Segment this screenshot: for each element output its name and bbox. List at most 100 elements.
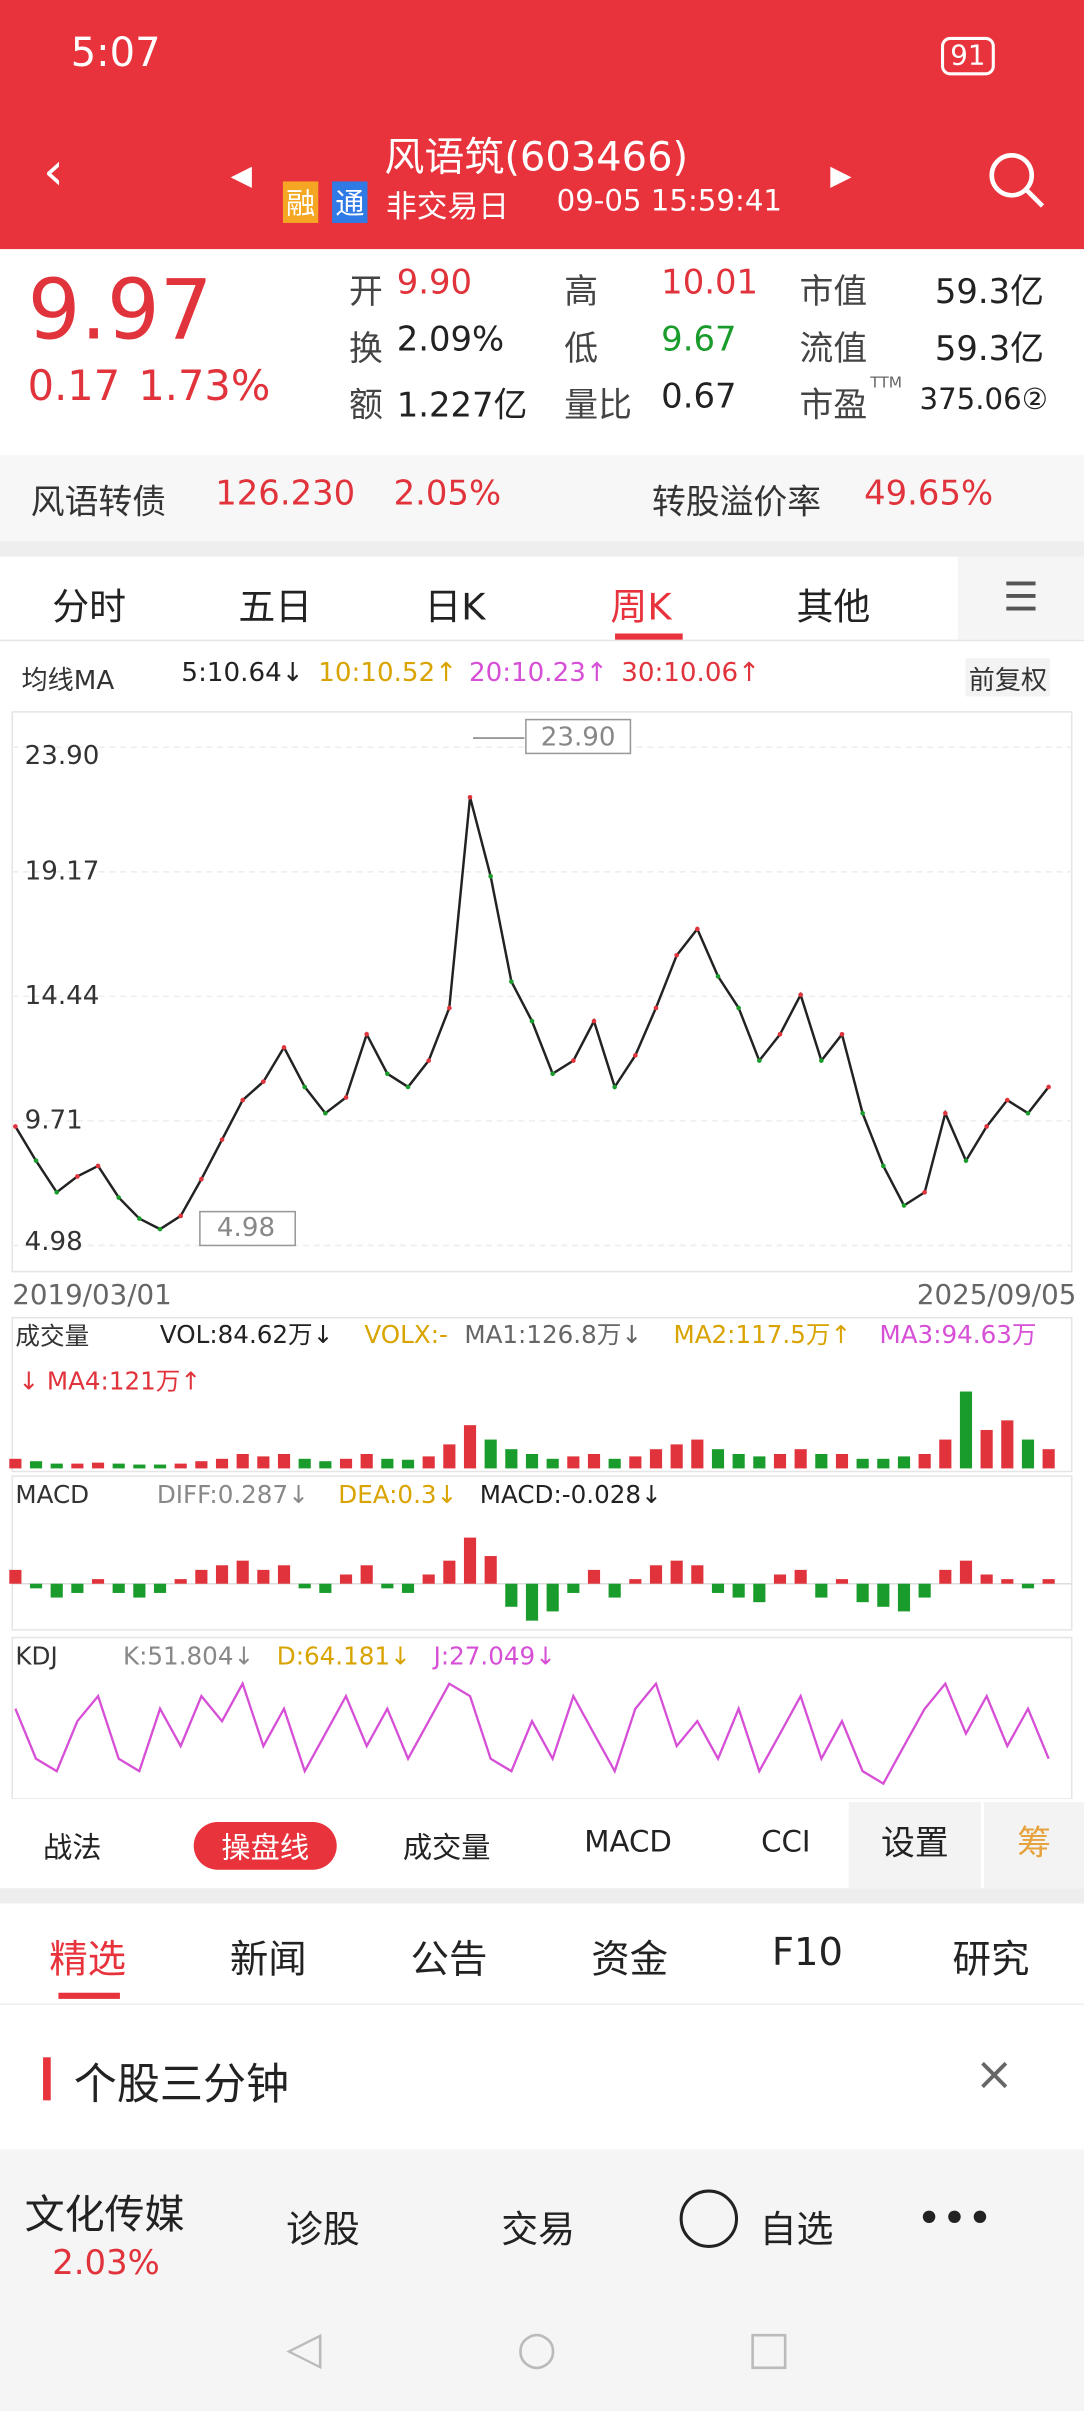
macd-bar bbox=[463, 1537, 477, 1584]
bond-name[interactable]: 风语转债 bbox=[30, 484, 167, 523]
close[interactable]: × bbox=[974, 2048, 1014, 2102]
max-box bbox=[525, 718, 632, 755]
y-tick-label: 19.17 bbox=[25, 856, 100, 886]
volume-bar bbox=[339, 1458, 353, 1469]
ma-right[interactable]: 前复权 bbox=[965, 658, 1051, 697]
next[interactable]: ▶ bbox=[830, 159, 852, 193]
price-point bbox=[736, 1005, 741, 1011]
price-point bbox=[405, 1084, 411, 1090]
macd-bar bbox=[215, 1565, 229, 1584]
x-start: 2019/03/01 bbox=[12, 1278, 171, 1311]
bottom-item[interactable]: 诊股 bbox=[285, 2207, 360, 2252]
news-tab[interactable]: 公告 bbox=[410, 1937, 488, 1982]
macd-bar bbox=[29, 1583, 43, 1589]
nav-home[interactable]: ○ bbox=[516, 2321, 557, 2376]
price-point bbox=[219, 1137, 225, 1142]
volume-bar bbox=[856, 1458, 869, 1469]
price-point bbox=[1005, 1097, 1010, 1103]
volume-item: VOLX:- bbox=[364, 1320, 447, 1349]
macd-bar bbox=[629, 1579, 642, 1584]
min-label: 4.98 bbox=[217, 1213, 275, 1243]
back[interactable]: ‹ bbox=[43, 141, 64, 203]
toolbar-item[interactable]: 操盘线 bbox=[193, 1822, 337, 1870]
volume-bar bbox=[939, 1439, 952, 1469]
field-value: 9.90 bbox=[396, 264, 473, 303]
volume-bar bbox=[50, 1463, 63, 1469]
volume-bar bbox=[91, 1462, 105, 1469]
sector[interactable]: 文化传媒 bbox=[24, 2192, 185, 2239]
ma-item: 30:10.06↑ bbox=[621, 658, 761, 689]
tab-menu[interactable]: ☰ bbox=[957, 556, 1084, 640]
macd-item: MACD:-0.028↓ bbox=[480, 1480, 662, 1509]
prev[interactable]: ◀ bbox=[230, 159, 252, 193]
tag: 通 bbox=[332, 181, 368, 223]
volume-bar bbox=[897, 1456, 911, 1469]
tab[interactable]: 其他 bbox=[796, 585, 871, 629]
toolbar-item[interactable]: 筹 bbox=[984, 1802, 1084, 1889]
ma-selector[interactable]: 均线MA bbox=[21, 665, 115, 697]
macd-item: DIFF:0.287↓ bbox=[157, 1480, 309, 1509]
price-line bbox=[14, 796, 1050, 1231]
toolbar-item[interactable]: 设置 bbox=[848, 1802, 981, 1889]
more[interactable]: ••• bbox=[916, 2192, 993, 2244]
y-tick-label: 9.71 bbox=[25, 1105, 83, 1135]
news-underline bbox=[58, 1992, 120, 1999]
news-tab[interactable]: 资金 bbox=[591, 1937, 669, 1982]
volume-bar bbox=[691, 1439, 704, 1469]
volume-bar bbox=[29, 1461, 43, 1469]
y-tick-label: 23.90 bbox=[25, 741, 100, 771]
search[interactable] bbox=[984, 148, 1049, 213]
nav-recent[interactable]: □ bbox=[747, 2321, 791, 2376]
news-tab[interactable]: F10 bbox=[771, 1929, 843, 1975]
macd-bar bbox=[732, 1583, 745, 1598]
volume-bar bbox=[401, 1459, 415, 1469]
macd-bar bbox=[422, 1574, 435, 1584]
volume-bar bbox=[629, 1456, 642, 1469]
field-value: 59.3亿 bbox=[934, 330, 1045, 370]
price-point bbox=[777, 1031, 783, 1037]
toolbar-item[interactable]: MACD bbox=[584, 1825, 672, 1859]
toolbar-item[interactable]: 成交量 bbox=[402, 1831, 491, 1866]
news-tab[interactable]: 新闻 bbox=[229, 1937, 307, 1982]
macd-bar bbox=[339, 1574, 353, 1584]
macd-bar bbox=[360, 1565, 373, 1584]
accent bbox=[43, 2057, 51, 2101]
toolbar-item[interactable]: CCI bbox=[761, 1825, 811, 1859]
volume-bar bbox=[112, 1463, 125, 1469]
tab[interactable]: 五日 bbox=[238, 585, 313, 629]
price-point bbox=[653, 1005, 659, 1011]
macd-bar bbox=[195, 1569, 208, 1584]
premium-label: 转股溢价率 bbox=[651, 484, 822, 523]
bottom-item[interactable]: 自选 bbox=[759, 2207, 834, 2252]
volume-bar bbox=[918, 1453, 931, 1469]
divider bbox=[0, 541, 1084, 557]
divider bbox=[0, 2003, 1084, 2006]
news-tab[interactable]: 精选 bbox=[49, 1937, 127, 1982]
nav-back[interactable]: ◁ bbox=[285, 2321, 322, 2376]
news-tab[interactable]: 研究 bbox=[952, 1937, 1030, 1982]
price-point bbox=[426, 1058, 431, 1063]
tab[interactable]: 周K bbox=[610, 585, 672, 629]
field-value: 10.01 bbox=[661, 264, 759, 303]
field-label: 低 bbox=[564, 330, 599, 370]
price-point bbox=[95, 1163, 101, 1169]
field-value: 1.227亿 bbox=[396, 387, 528, 426]
volume-item: MA2:117.5万↑ bbox=[673, 1320, 851, 1349]
divider bbox=[0, 1888, 1084, 1904]
tab[interactable]: 日K bbox=[424, 585, 486, 629]
macd-bar bbox=[649, 1565, 663, 1584]
bottom-item[interactable]: 交易 bbox=[501, 2207, 576, 2252]
macd-bar bbox=[1021, 1583, 1035, 1589]
field-sup: TTM bbox=[870, 375, 903, 393]
field-label: 额 bbox=[349, 387, 383, 426]
volume-bar bbox=[773, 1453, 787, 1469]
volume-bar bbox=[649, 1449, 663, 1469]
volume-item: MA1:126.8万↓ bbox=[464, 1320, 642, 1349]
tab[interactable]: 分时 bbox=[52, 585, 127, 629]
macd-bar bbox=[71, 1583, 84, 1593]
toolbar-item[interactable]: 战法 bbox=[43, 1831, 102, 1866]
price: 9.97 bbox=[27, 261, 213, 359]
macd-bar bbox=[587, 1569, 601, 1584]
macd-bar bbox=[484, 1556, 497, 1584]
